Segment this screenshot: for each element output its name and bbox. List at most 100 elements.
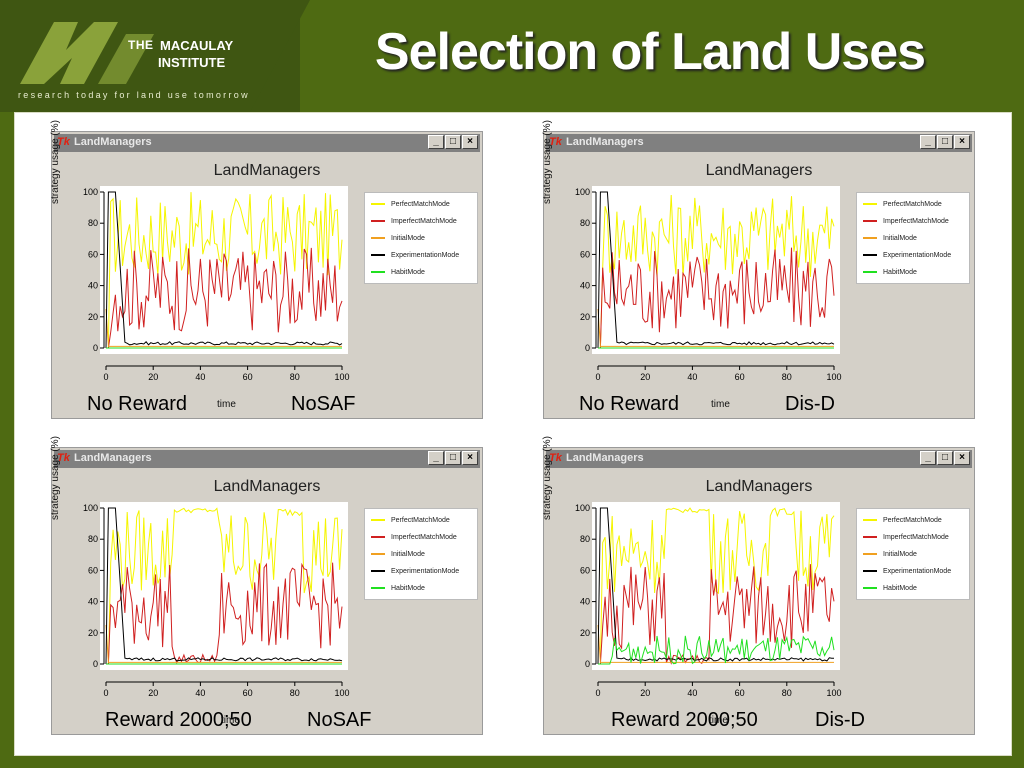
minimize-button[interactable]: _ [428, 451, 444, 465]
y-tick-label: 0 [93, 659, 98, 669]
legend-item: ExperimentationMode [371, 252, 459, 259]
legend-swatch [371, 570, 385, 573]
window-titlebar[interactable]: Tk LandManagers _ □ × [546, 450, 972, 468]
land-managers-window: Tk LandManagers _ □ × LandManagers strat… [542, 120, 975, 419]
close-button[interactable]: × [954, 135, 970, 149]
x-tick-label: 0 [103, 372, 108, 382]
strategy-usage-chart: 0 20 40 60 80 100 0 20 40 60 80 100 [575, 186, 842, 382]
panel-caption-variant: NoSAF [291, 393, 356, 415]
x-axis-label: time [221, 715, 240, 726]
window-title: LandManagers [566, 452, 644, 464]
close-button[interactable]: × [954, 451, 970, 465]
logo-the: THE [128, 38, 154, 52]
window-titlebar[interactable]: Tk LandManagers _ □ × [54, 134, 480, 152]
logo-institute: INSTITUTE [158, 55, 226, 70]
close-button[interactable]: × [462, 451, 478, 465]
legend-item: PerfectMatchMode [863, 201, 942, 208]
axes [595, 192, 834, 367]
y-axis-label: strategy usage (%) [542, 436, 553, 520]
legend-label: ImperfectMatchMode [391, 534, 457, 541]
x-tick-label: 0 [595, 688, 600, 698]
maximize-button[interactable]: □ [445, 451, 461, 465]
axes [103, 192, 342, 367]
legend-label: PerfectMatchMode [883, 517, 942, 524]
legend-label: ExperimentationMode [391, 252, 460, 259]
x-tick-label: 20 [148, 372, 158, 382]
y-tick-label: 20 [580, 628, 590, 638]
maximize-button[interactable]: □ [445, 135, 461, 149]
panel-caption-condition: No Reward [579, 393, 680, 415]
window-title: LandManagers [566, 136, 644, 148]
y-tick-label: 100 [83, 187, 98, 197]
legend-swatch [371, 519, 385, 522]
series-experimentation-line [597, 507, 835, 665]
y-tick-label: 80 [88, 218, 98, 228]
plot-title: LandManagers [213, 162, 321, 179]
logo-macaulay: MACAULAY [160, 38, 234, 53]
logo-slant [250, 0, 310, 112]
window-titlebar[interactable]: Tk LandManagers _ □ × [54, 450, 480, 468]
minimize-button[interactable]: _ [920, 451, 936, 465]
series-experimentation-line [105, 191, 343, 349]
plot-area [592, 186, 840, 354]
x-tick-label: 60 [735, 372, 745, 382]
legend-item: HabitMode [371, 585, 425, 592]
legend-label: PerfectMatchMode [391, 201, 450, 208]
chart-legend: PerfectMatchMode ImperfectMatchMode Initia… [856, 508, 970, 600]
slide-content: Tk LandManagers _ □ × LandManagers strat… [14, 112, 1012, 756]
x-tick-label: 80 [290, 688, 300, 698]
x-axis-label: time [217, 399, 236, 410]
legend-swatch [863, 519, 877, 522]
series-imperfect-match-line [106, 247, 343, 349]
x-tick-label: 40 [687, 372, 697, 382]
x-tick-label: 20 [148, 688, 158, 698]
window-titlebar[interactable]: Tk LandManagers _ □ × [546, 134, 972, 152]
legend-item: HabitMode [863, 269, 917, 276]
legend-label: HabitMode [391, 585, 425, 592]
series-imperfect-match-line [598, 564, 835, 665]
tk-logo-icon: Tk [57, 136, 70, 148]
legend-item: ImperfectMatchMode [863, 218, 949, 225]
legend-label: HabitMode [883, 269, 917, 276]
y-tick-label: 80 [580, 534, 590, 544]
legend-label: ExperimentationMode [883, 568, 952, 575]
legend-item: PerfectMatchMode [371, 201, 450, 208]
minimize-button[interactable]: _ [428, 135, 444, 149]
legend-swatch [371, 271, 385, 274]
series-initial-line [105, 308, 342, 347]
series-experimentation-line [597, 191, 835, 349]
y-tick-label: 40 [88, 281, 98, 291]
chart-legend: PerfectMatchMode ImperfectMatchMode Initia… [364, 192, 478, 284]
legend-item: ImperfectMatchMode [371, 534, 457, 541]
series-initial-line [597, 624, 834, 663]
close-button[interactable]: × [462, 135, 478, 149]
y-tick-label: 20 [580, 312, 590, 322]
legend-label: ExperimentationMode [883, 252, 952, 259]
legend-item: PerfectMatchMode [863, 517, 942, 524]
x-tick-label: 20 [640, 372, 650, 382]
slide-header: THE MACAULAY INSTITUTE research today fo… [0, 0, 1024, 112]
maximize-button[interactable]: □ [937, 451, 953, 465]
legend-swatch [863, 237, 877, 240]
legend-swatch [371, 587, 385, 590]
y-tick-label: 40 [580, 597, 590, 607]
minimize-button[interactable]: _ [920, 135, 936, 149]
panel-caption-condition: Reward 2000;50 [105, 709, 252, 731]
legend-label: ExperimentationMode [391, 568, 460, 575]
x-tick-label: 60 [243, 372, 253, 382]
x-tick-label: 100 [826, 688, 841, 698]
legend-swatch [863, 220, 877, 223]
series-perfect-match-line [598, 507, 835, 665]
legend-item: HabitMode [371, 269, 425, 276]
legend-label: InitialMode [391, 235, 425, 242]
maximize-button[interactable]: □ [937, 135, 953, 149]
logo-tagline: research today for land use tomorrow [18, 90, 250, 100]
legend-item: InitialMode [371, 551, 425, 558]
land-managers-window: Tk LandManagers _ □ × LandManagers strat… [542, 436, 975, 735]
window-title: LandManagers [74, 136, 152, 148]
x-tick-label: 40 [195, 688, 205, 698]
legend-label: HabitMode [883, 585, 917, 592]
tk-logo-icon: Tk [549, 452, 562, 464]
legend-item: HabitMode [863, 585, 917, 592]
series-imperfect-match-line [598, 247, 835, 349]
